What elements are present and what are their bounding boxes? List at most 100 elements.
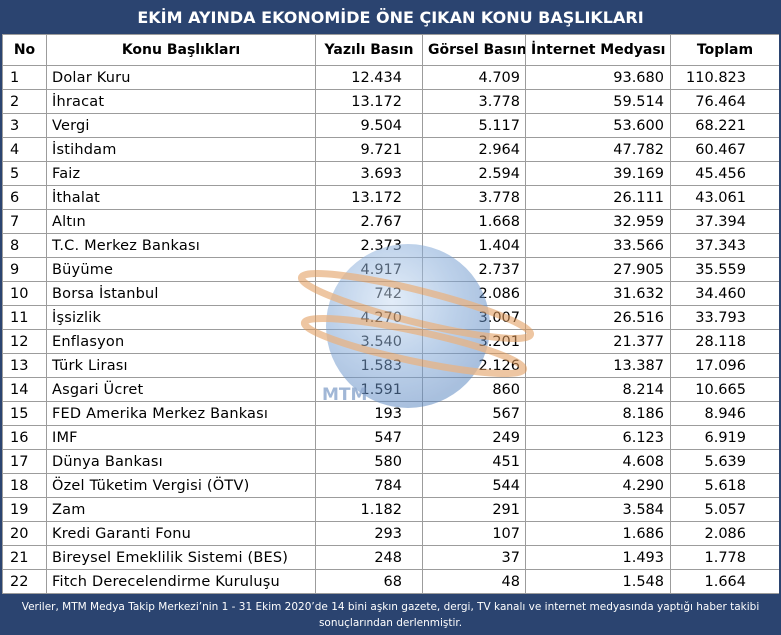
total-count: 76.464 [670, 89, 779, 114]
total-count: 5.618 [670, 473, 779, 498]
total-count: 5.639 [670, 449, 779, 474]
total-count: 60.467 [670, 137, 779, 162]
visual-media-count: 544 [422, 473, 526, 498]
print-media-count: 3.693 [315, 161, 423, 186]
table-row: 6 İthalat 13.172 3.778 26.111 43.061 [2, 185, 779, 210]
print-media-count: 12.434 [315, 65, 423, 90]
row-number: 1 [2, 65, 47, 90]
row-number: 22 [2, 569, 47, 594]
header-print-media: Yazılı Basın [315, 34, 423, 66]
visual-media-count: 249 [422, 425, 526, 450]
internet-media-count: 21.377 [525, 329, 671, 354]
visual-media-count: 291 [422, 497, 526, 522]
table-row: 3 Vergi 9.504 5.117 53.600 68.221 [2, 113, 779, 138]
table-row: 18 Özel Tüketim Vergisi (ÖTV) 784 544 4.290 5… [2, 473, 779, 498]
row-number: 15 [2, 401, 47, 426]
table-body: 1 Dolar Kuru 12.434 4.709 93.680 110.823 2 İhra… [2, 65, 779, 594]
print-media-count: 2.373 [315, 233, 423, 258]
total-count: 17.096 [670, 353, 779, 378]
visual-media-count: 2.126 [422, 353, 526, 378]
internet-media-count: 26.111 [525, 185, 671, 210]
print-media-count: 68 [315, 569, 423, 594]
table-row: 13 Türk Lirası 1.583 2.126 13.387 17.096 [2, 353, 779, 378]
visual-media-count: 37 [422, 545, 526, 570]
topic-name: Asgari Ücret [46, 377, 316, 402]
topic-name: Vergi [46, 113, 316, 138]
row-number: 17 [2, 449, 47, 474]
internet-media-count: 4.290 [525, 473, 671, 498]
total-count: 1.664 [670, 569, 779, 594]
total-count: 68.221 [670, 113, 779, 138]
total-count: 43.061 [670, 185, 779, 210]
visual-media-count: 2.086 [422, 281, 526, 306]
print-media-count: 248 [315, 545, 423, 570]
header-topic: Konu Başlıkları [46, 34, 316, 66]
visual-media-count: 5.117 [422, 113, 526, 138]
total-count: 10.665 [670, 377, 779, 402]
total-count: 6.919 [670, 425, 779, 450]
row-number: 12 [2, 329, 47, 354]
row-number: 11 [2, 305, 47, 330]
visual-media-count: 860 [422, 377, 526, 402]
total-count: 110.823 [670, 65, 779, 90]
print-media-count: 1.583 [315, 353, 423, 378]
header-no: No [2, 34, 47, 66]
row-number: 21 [2, 545, 47, 570]
table-row: 10 Borsa İstanbul 742 2.086 31.632 34.460 [2, 281, 779, 306]
internet-media-count: 53.600 [525, 113, 671, 138]
source-footnote: Veriler, MTM Medya Takip Merkezi’nin 1 -… [0, 594, 781, 635]
table-row: 22 Fitch Derecelendirme Kuruluşu 68 48 1.548… [2, 569, 779, 594]
table-row: 5 Faiz 3.693 2.594 39.169 45.456 [2, 161, 779, 186]
visual-media-count: 3.007 [422, 305, 526, 330]
topic-name: İstihdam [46, 137, 316, 162]
print-media-count: 547 [315, 425, 423, 450]
topic-name: Enflasyon [46, 329, 316, 354]
total-count: 35.559 [670, 257, 779, 282]
visual-media-count: 2.594 [422, 161, 526, 186]
topic-name: FED Amerika Merkez Bankası [46, 401, 316, 426]
header-visual-media: Görsel Basın [422, 34, 526, 66]
print-media-count: 3.540 [315, 329, 423, 354]
visual-media-count: 4.709 [422, 65, 526, 90]
header-total: Toplam [670, 34, 779, 66]
visual-media-count: 3.778 [422, 89, 526, 114]
table-header-row: No Konu Başlıkları Yazılı Basın Görsel B… [2, 34, 779, 66]
total-count: 37.343 [670, 233, 779, 258]
topic-name: Büyüme [46, 257, 316, 282]
internet-media-count: 59.514 [525, 89, 671, 114]
total-count: 1.778 [670, 545, 779, 570]
visual-media-count: 3.778 [422, 185, 526, 210]
internet-media-count: 1.686 [525, 521, 671, 546]
topic-name: İthalat [46, 185, 316, 210]
print-media-count: 4.270 [315, 305, 423, 330]
visual-media-count: 1.404 [422, 233, 526, 258]
print-media-count: 784 [315, 473, 423, 498]
visual-media-count: 567 [422, 401, 526, 426]
internet-media-count: 33.566 [525, 233, 671, 258]
table-row: 7 Altın 2.767 1.668 32.959 37.394 [2, 209, 779, 234]
internet-media-count: 47.782 [525, 137, 671, 162]
table-row: 2 İhracat 13.172 3.778 59.514 76.464 [2, 89, 779, 114]
topic-name: Zam [46, 497, 316, 522]
topic-name: Faiz [46, 161, 316, 186]
print-media-count: 2.767 [315, 209, 423, 234]
visual-media-count: 48 [422, 569, 526, 594]
print-media-count: 9.504 [315, 113, 423, 138]
internet-media-count: 93.680 [525, 65, 671, 90]
topic-name: Bireysel Emeklilik Sistemi (BES) [46, 545, 316, 570]
print-media-count: 580 [315, 449, 423, 474]
internet-media-count: 27.905 [525, 257, 671, 282]
total-count: 45.456 [670, 161, 779, 186]
internet-media-count: 4.608 [525, 449, 671, 474]
row-number: 13 [2, 353, 47, 378]
topics-table-container: No Konu Başlıkları Yazılı Basın Görsel B… [2, 34, 779, 594]
print-media-count: 1.591 [315, 377, 423, 402]
row-number: 9 [2, 257, 47, 282]
total-count: 2.086 [670, 521, 779, 546]
internet-media-count: 6.123 [525, 425, 671, 450]
topic-name: Türk Lirası [46, 353, 316, 378]
table-row: 12 Enflasyon 3.540 3.201 21.377 28.118 [2, 329, 779, 354]
visual-media-count: 2.737 [422, 257, 526, 282]
internet-media-count: 8.186 [525, 401, 671, 426]
table-row: 1 Dolar Kuru 12.434 4.709 93.680 110.823 [2, 65, 779, 90]
